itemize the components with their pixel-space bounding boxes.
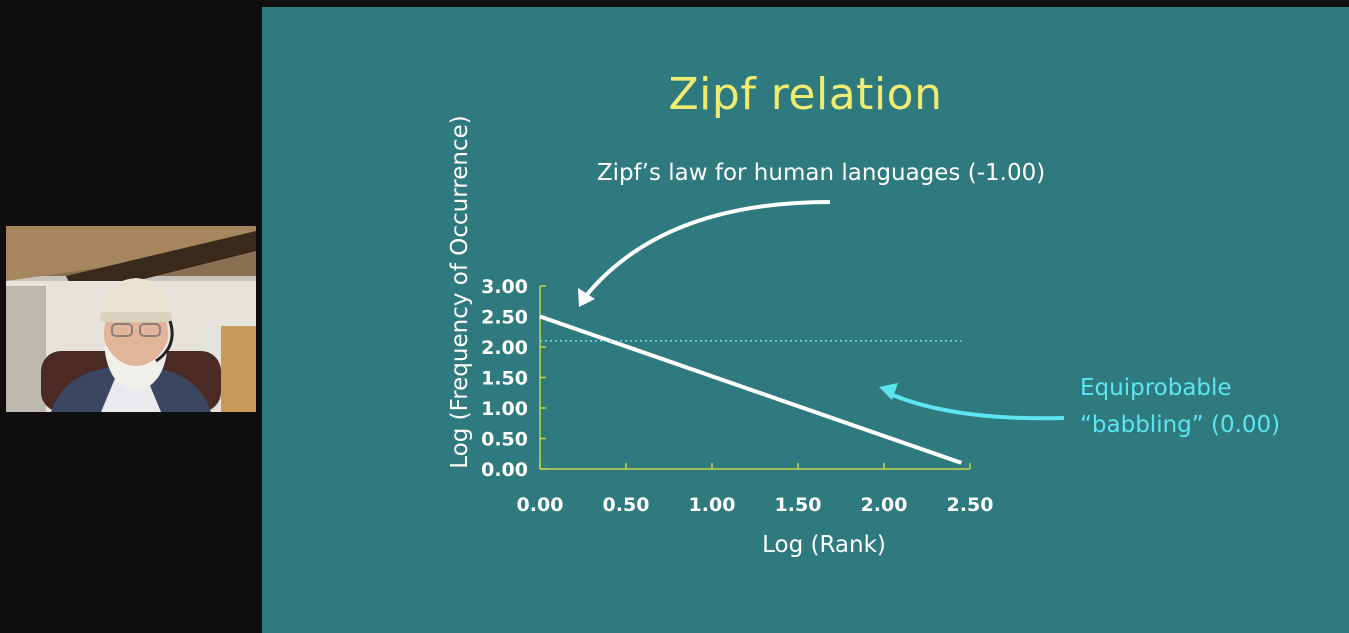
x-axis-title: Log (Rank) [762, 532, 886, 558]
y-tick-label: 0.50 [481, 429, 528, 451]
babbling-annotation-line1: Equiprobable [1080, 375, 1232, 401]
x-tick-label: 1.00 [689, 494, 736, 516]
y-tick-label: 3.00 [481, 276, 528, 298]
babbling-annotation-line2: “babbling” (0.00) [1080, 412, 1280, 438]
x-tick-label: 0.50 [603, 494, 650, 516]
presenter-webcam[interactable] [6, 226, 256, 412]
zipf-series-line [539, 314, 963, 465]
x-tick-label: 2.50 [947, 494, 994, 516]
x-tick-label: 1.50 [775, 494, 822, 516]
y-axis-title: Log (Frequency of Occurrence) [447, 115, 473, 468]
zipf-law-annotation: Zipf’s law for human languages (-1.00) [597, 160, 1045, 186]
zipf-chart: Log (Rank) Log (Frequency of Occurrence)… [447, 115, 1280, 558]
presenter-video-icon [6, 226, 256, 412]
babbling-arrow [887, 391, 1065, 421]
presentation-slide: Zipf relation Log (Rank) Log (Frequency … [262, 7, 1349, 633]
babbling-arrowhead-icon [879, 383, 898, 400]
slide-title: Zipf relation [668, 69, 943, 120]
y-tick-label: 0.00 [481, 459, 528, 481]
y-tick-label: 2.00 [481, 337, 528, 359]
x-tick-label: 2.00 [861, 494, 908, 516]
y-tick-label: 1.00 [481, 398, 528, 420]
zipf-arrow [583, 200, 831, 299]
y-tick-label: 1.50 [481, 368, 528, 390]
x-tick-label: 0.00 [517, 494, 564, 516]
zipf-arrowhead-icon [578, 288, 595, 307]
y-tick-label: 2.50 [481, 307, 528, 329]
